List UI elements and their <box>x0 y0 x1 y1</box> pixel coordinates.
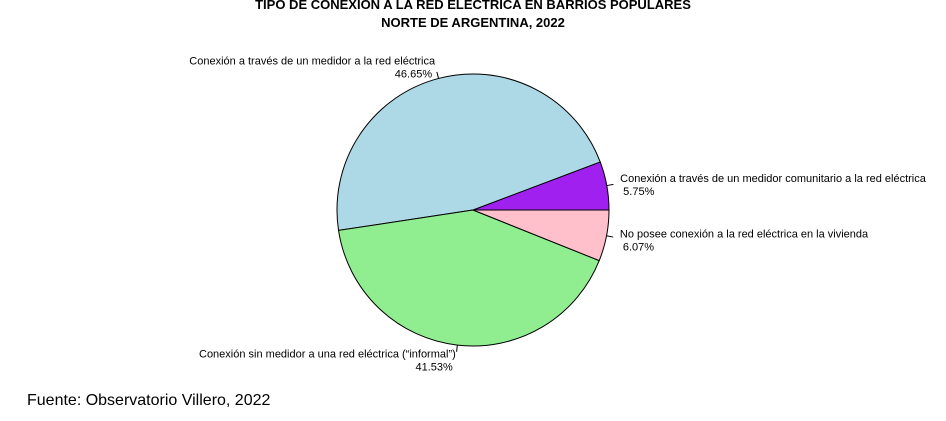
pie-labels: Conexión a través de un medidor comunita… <box>189 55 926 373</box>
pie-value-label-3: 6.07% <box>623 241 654 253</box>
pie-label-tick-2 <box>456 345 458 352</box>
pie-label-tick-0 <box>606 183 614 187</box>
chart-title-line-1: TIPO DE CONEXIÓN A LA RED ELÉCTRICA EN B… <box>255 0 691 12</box>
pie-slice-2 <box>337 209 600 347</box>
pie-label-3: No posee conexión a la red eléctrica en … <box>620 228 869 240</box>
pie-slices <box>336 73 610 347</box>
pie-label-1: Conexión a través de un medidor a la red… <box>189 55 436 67</box>
pie-value-label-0: 5.75% <box>623 186 654 198</box>
chart-title-line-2: NORTE DE ARGENTINA, 2022 <box>381 15 565 30</box>
pie-value-label-1: 46.65% <box>395 68 433 80</box>
pie-label-0: Conexión a través de un medidor comunita… <box>620 173 927 185</box>
source-note: Fuente: Observatorio Villero, 2022 <box>27 392 271 409</box>
pie-label-tick-3 <box>606 235 614 238</box>
pie-value-label-2: 41.53% <box>415 362 453 374</box>
pie-label-2: Conexión sin medidor a una red eléctrica… <box>199 349 456 361</box>
pie-label-tick-1 <box>436 71 440 79</box>
